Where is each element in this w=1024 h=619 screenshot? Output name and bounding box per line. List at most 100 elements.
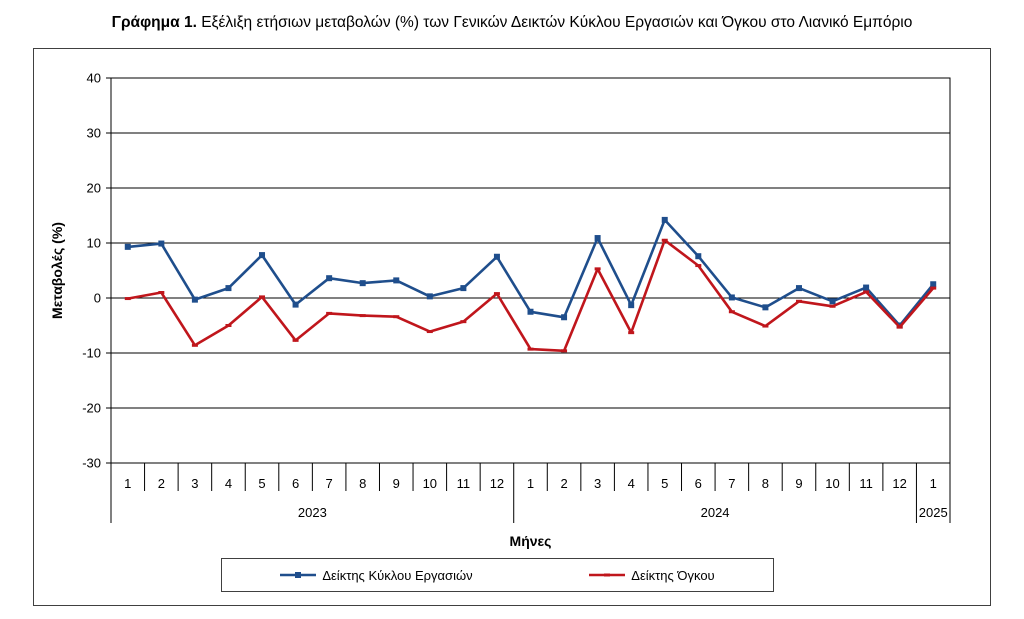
data-point — [124, 297, 131, 301]
y-tick-label: 30 — [87, 126, 101, 141]
data-point — [393, 315, 400, 319]
data-point — [628, 331, 635, 335]
x-tick-label: 3 — [594, 476, 601, 491]
series-layer — [124, 216, 937, 353]
data-point — [326, 275, 333, 282]
year-label: 2023 — [298, 505, 327, 520]
data-point — [259, 252, 266, 259]
x-tick-label: 12 — [490, 476, 504, 491]
y-axis-title: Μεταβολές (%) — [49, 222, 65, 319]
series-line-2 — [127, 238, 935, 353]
data-point — [225, 285, 232, 292]
year-label: 2024 — [701, 505, 730, 520]
x-tick-label: 1 — [124, 476, 131, 491]
data-point — [292, 301, 299, 308]
data-point — [561, 314, 568, 321]
x-tick-label: 9 — [393, 476, 400, 491]
x-tick-label: 11 — [457, 476, 471, 491]
x-tick-label: 5 — [661, 476, 668, 491]
x-tick-label: 8 — [359, 476, 366, 491]
data-point — [661, 238, 668, 242]
chart-title: Γράφημα 1. Εξέλιξη ετήσιων μεταβολών (%)… — [0, 14, 1024, 32]
data-point — [896, 325, 903, 329]
chart-frame — [33, 48, 991, 606]
data-point — [527, 347, 534, 351]
legend-swatch-volume — [589, 573, 626, 577]
x-tick-label: 2 — [560, 476, 567, 491]
x-tick-label: 6 — [292, 476, 299, 491]
x-tick-label: 10 — [423, 476, 437, 491]
x-axis-title: Μήνες — [510, 533, 552, 549]
x-tick-label: 5 — [258, 476, 265, 491]
y-tick-label: 40 — [87, 71, 101, 86]
data-point — [158, 240, 165, 247]
data-point — [225, 324, 232, 327]
axis-layer — [106, 77, 951, 523]
data-point — [460, 320, 467, 324]
legend: Δείκτης Κύκλου Εργασιών Δείκτης Όγκου — [221, 558, 774, 592]
x-tick-label: 11 — [859, 476, 873, 491]
data-point — [829, 298, 836, 305]
data-point — [191, 296, 198, 303]
x-tick-label: 10 — [825, 476, 839, 491]
data-point — [795, 299, 802, 303]
legend-item-turnover: Δείκτης Κύκλου Εργασιών — [280, 567, 473, 583]
data-point — [259, 295, 266, 299]
data-point — [124, 243, 131, 250]
x-tick-label: 1 — [527, 476, 534, 491]
data-point — [594, 267, 601, 271]
data-point — [191, 343, 198, 347]
data-point — [829, 304, 836, 308]
data-point — [594, 235, 601, 242]
data-point — [695, 253, 702, 260]
legend-label-volume: Δείκτης Όγκου — [631, 567, 715, 583]
y-tick-label: 10 — [87, 236, 101, 251]
data-point — [493, 292, 500, 296]
data-point — [561, 349, 568, 353]
y-tick-label: -30 — [82, 456, 101, 471]
data-point — [930, 281, 937, 288]
x-tick-label: 7 — [326, 476, 333, 491]
data-point — [728, 294, 735, 301]
x-tick-label: 7 — [728, 476, 735, 491]
x-tick-label: 2 — [158, 476, 165, 491]
data-point — [863, 290, 870, 294]
data-point — [493, 253, 500, 260]
plot-area-border — [110, 77, 951, 464]
legend-item-volume: Δείκτης Όγκου — [589, 567, 715, 583]
data-point — [762, 324, 769, 328]
data-point — [292, 338, 299, 342]
data-point — [527, 308, 534, 315]
data-point — [695, 264, 702, 268]
chart-title-bold: Γράφημα 1. — [111, 14, 197, 31]
data-point — [426, 293, 433, 300]
x-tick-label: 1 — [930, 476, 937, 491]
grid-layer — [111, 77, 950, 464]
data-point — [863, 284, 870, 291]
x-tick-label: 4 — [628, 476, 635, 491]
x-tick-label: 8 — [762, 476, 769, 491]
data-point — [359, 314, 366, 318]
legend-label-turnover: Δείκτης Κύκλου Εργασιών — [322, 567, 473, 583]
data-point — [795, 285, 802, 292]
y-tick-label: 0 — [94, 291, 101, 306]
y-tick-label: 20 — [87, 181, 101, 196]
data-point — [359, 280, 366, 287]
data-point — [661, 216, 668, 223]
legend-swatch-turnover — [280, 572, 317, 578]
data-point — [460, 285, 467, 292]
x-tick-label: 12 — [892, 476, 906, 491]
x-tick-label: 3 — [191, 476, 198, 491]
data-point — [762, 304, 769, 311]
data-point — [426, 330, 433, 334]
data-point — [628, 302, 635, 309]
x-tick-label: 4 — [225, 476, 232, 491]
x-tick-label: 9 — [795, 476, 802, 491]
year-label: 2025 — [919, 505, 948, 520]
x-tick-label: 6 — [695, 476, 702, 491]
data-point — [326, 311, 333, 315]
data-point — [158, 291, 165, 294]
data-point — [393, 277, 400, 284]
